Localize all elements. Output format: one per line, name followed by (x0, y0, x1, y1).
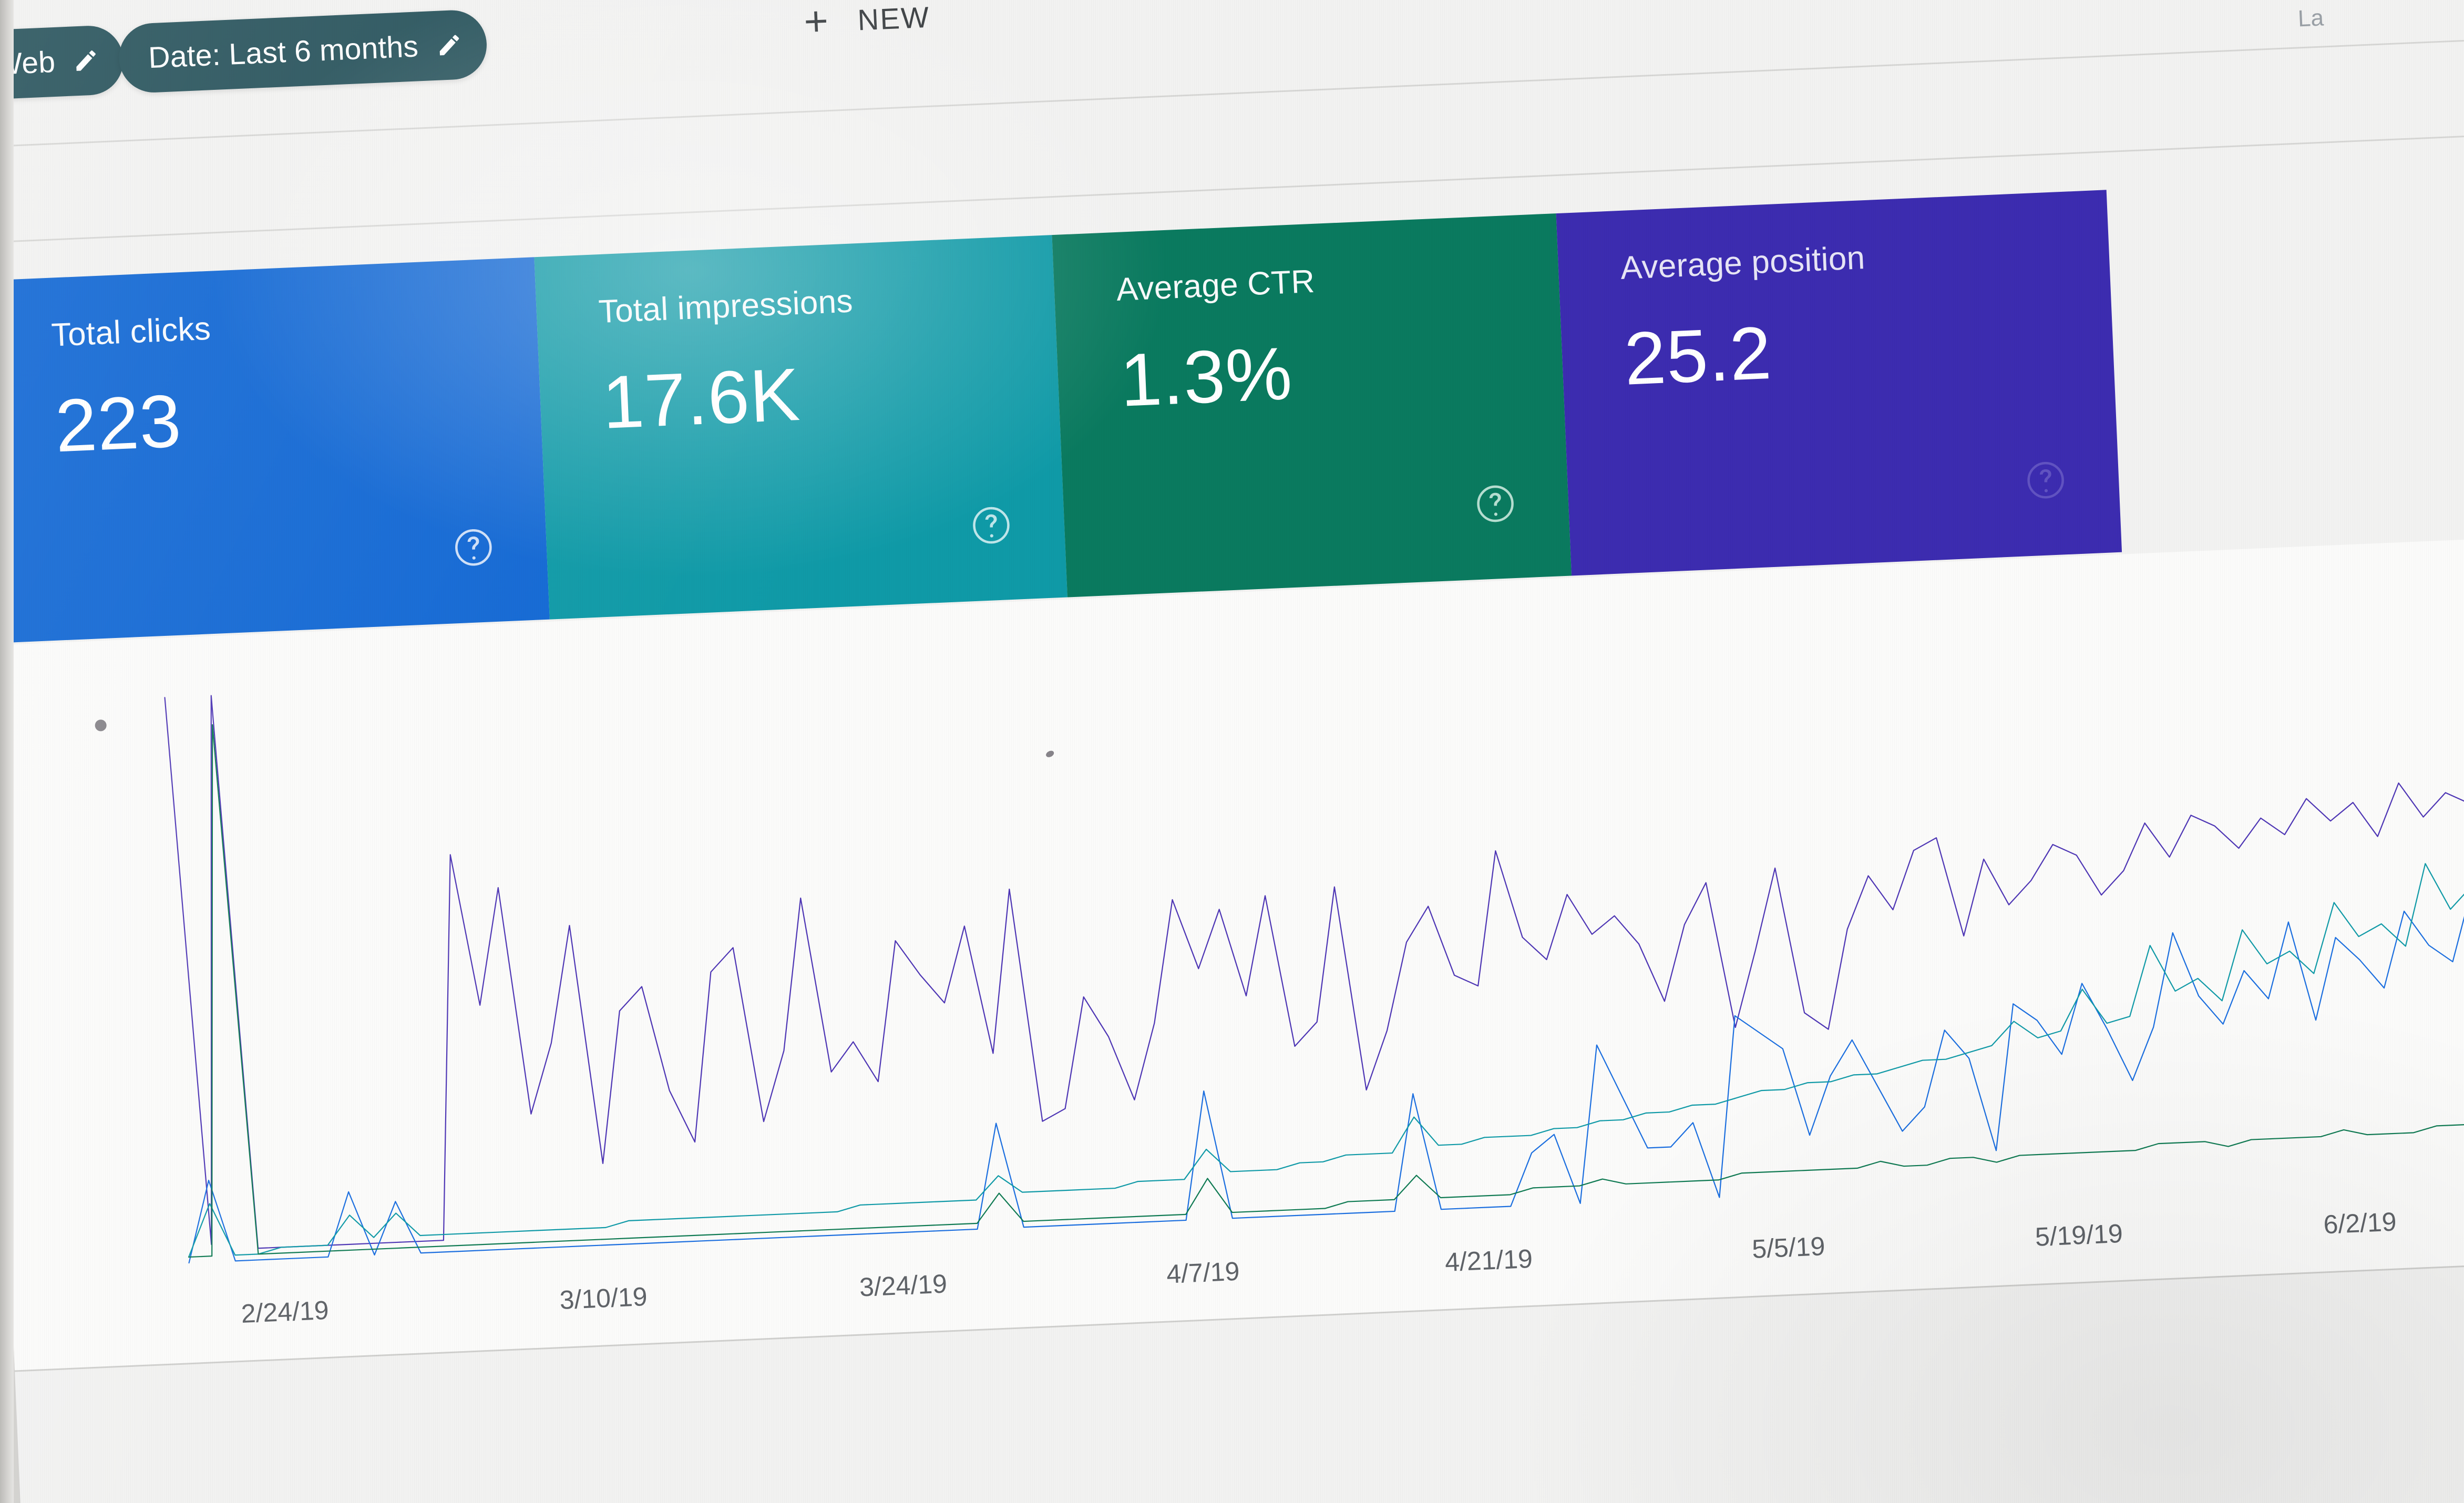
metric-label: Average CTR (1115, 263, 1316, 308)
chart-series-line (174, 813, 2464, 1257)
x-axis-tick-label: 2/24/19 (240, 1295, 330, 1329)
metric-label: Total clicks (50, 310, 212, 354)
new-filter-label: NEW (857, 0, 931, 37)
help-circle-icon[interactable] (2024, 459, 2067, 501)
metric-card-total-impressions[interactable]: Total impressions 17.6K (534, 235, 1067, 620)
pencil-icon (439, 35, 459, 56)
filter-chip-label: Date: Last 6 months (148, 29, 419, 75)
metric-card-total-clicks[interactable]: Total clicks 223 (0, 257, 550, 643)
metric-value: 17.6K (600, 352, 802, 445)
metric-label: Average position (1619, 240, 1866, 286)
plus-icon (806, 11, 827, 32)
x-axis-tick-label: 5/5/19 (1751, 1231, 1826, 1264)
metric-cards: Total clicks 223 Total impressions 17.6K… (0, 190, 2122, 643)
chart-plot-area[interactable] (164, 580, 2464, 1263)
filter-chip-date[interactable]: Date: Last 6 months (117, 8, 488, 94)
x-axis-tick-label: 4/7/19 (1166, 1256, 1240, 1289)
chart-series-line (177, 883, 2464, 1263)
filter-toolbar: type: Web Date: Last 6 months NEW (0, 0, 2464, 142)
metric-card-average-ctr[interactable]: Average CTR 1.3% (1052, 213, 1572, 598)
x-axis-tick-label: 6/2/19 (2323, 1207, 2397, 1240)
pencil-icon (76, 50, 96, 71)
metric-label: Total impressions (598, 283, 854, 331)
help-circle-icon[interactable] (970, 504, 1012, 547)
metric-card-average-position[interactable]: Average position 25.2 (1556, 190, 2122, 576)
dust-speck (95, 719, 107, 732)
chart-series-line (166, 626, 2464, 1257)
performance-line-chart[interactable] (164, 580, 2464, 1263)
x-axis-tick-label: 3/10/19 (559, 1281, 648, 1315)
last-updated-text: La (2297, 5, 2324, 32)
metric-value: 25.2 (1623, 311, 1774, 401)
help-circle-icon[interactable] (1474, 482, 1516, 525)
x-axis-tick-label: 3/24/19 (858, 1269, 948, 1302)
metric-value: 1.3% (1118, 331, 1295, 423)
x-axis-tick-label: 4/21/19 (1444, 1243, 1533, 1277)
filter-chip-search-type[interactable]: type: Web (0, 24, 125, 104)
filter-chip-label: type: Web (0, 45, 56, 85)
metric-value: 223 (53, 379, 183, 468)
performance-chart-panel: 2/24/19 3/10/19 3/24/19 4/7/19 4/21/19 5/5/19… (0, 536, 2464, 1371)
x-axis-tick-label: 5/19/19 (2034, 1218, 2123, 1252)
help-circle-icon[interactable] (452, 526, 495, 569)
chart-series-line (165, 598, 2464, 1251)
new-filter-button[interactable]: NEW (798, 0, 931, 39)
